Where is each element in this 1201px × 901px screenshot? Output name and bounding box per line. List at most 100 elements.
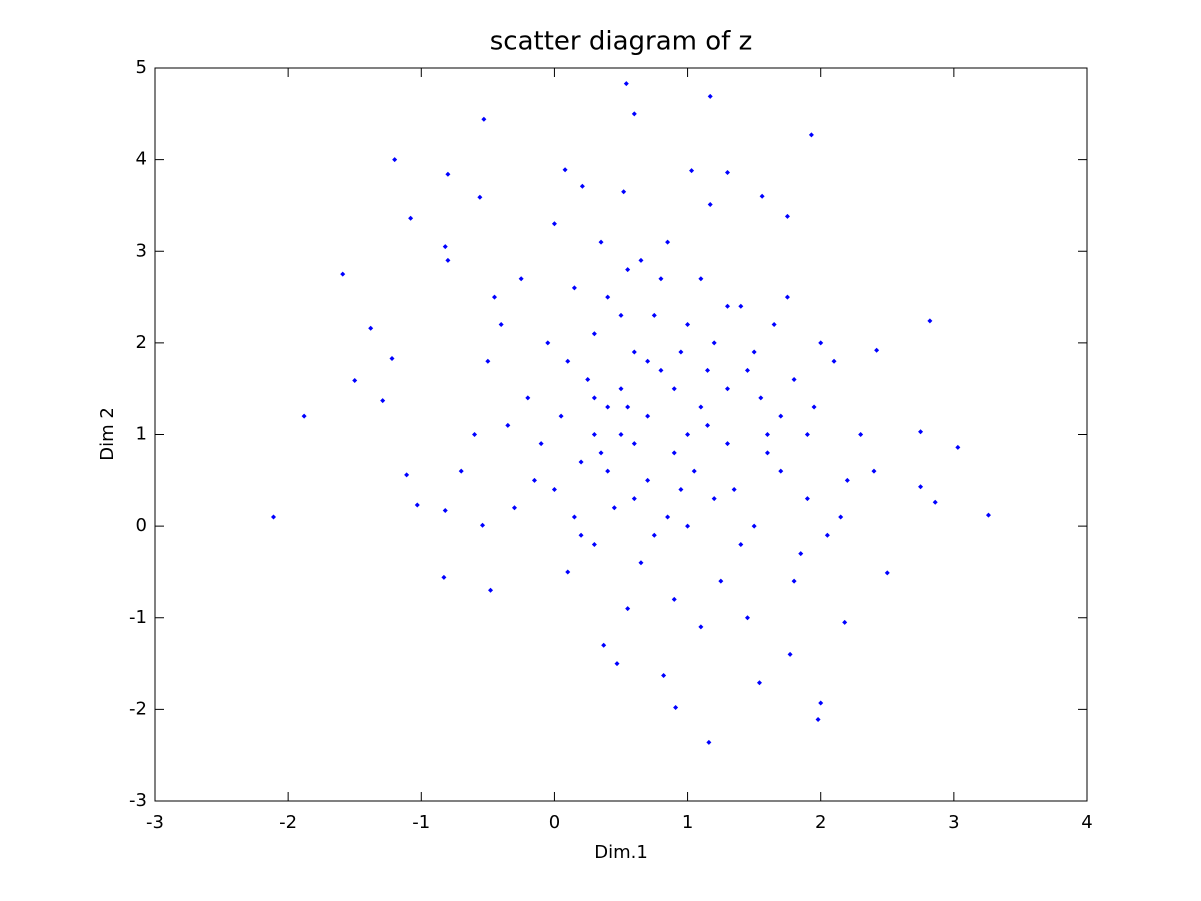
point — [678, 349, 684, 355]
y-tick-label: -3 — [129, 790, 147, 811]
point — [711, 340, 717, 346]
point — [824, 532, 830, 538]
point — [472, 432, 478, 437]
point — [711, 496, 717, 502]
point — [831, 358, 837, 364]
point — [791, 377, 797, 383]
chart-title: scatter diagram of z — [490, 27, 752, 57]
point — [301, 413, 307, 419]
point — [598, 450, 604, 456]
point — [645, 358, 651, 364]
point — [804, 496, 810, 502]
point — [818, 340, 824, 346]
point — [485, 358, 491, 364]
point — [531, 477, 537, 483]
point — [918, 484, 924, 490]
point — [598, 239, 604, 245]
x-axis-label: Dim.1 — [594, 842, 648, 863]
point — [698, 404, 704, 410]
point — [764, 450, 770, 456]
point — [698, 624, 704, 630]
point — [618, 386, 624, 392]
point — [631, 441, 637, 447]
point — [578, 532, 584, 538]
y-tick-label: 1 — [136, 424, 147, 445]
point — [511, 505, 517, 511]
x-tick-label: 0 — [549, 812, 560, 833]
point — [340, 271, 346, 277]
x-tick-label: -2 — [279, 812, 297, 833]
y-tick-label: 0 — [136, 515, 147, 536]
point — [488, 587, 494, 593]
point — [808, 132, 814, 138]
point — [738, 541, 744, 547]
point — [705, 367, 711, 373]
point — [392, 157, 398, 163]
point — [621, 189, 627, 195]
point — [874, 347, 880, 353]
point — [884, 570, 890, 576]
point — [611, 505, 617, 511]
point — [725, 441, 731, 447]
point — [631, 349, 637, 355]
point — [811, 404, 817, 410]
point — [601, 642, 607, 648]
point — [618, 312, 624, 318]
point — [631, 496, 637, 502]
point — [442, 508, 448, 514]
point — [725, 303, 731, 309]
point — [578, 459, 584, 465]
point — [804, 432, 810, 437]
point — [705, 422, 711, 428]
point — [645, 477, 651, 483]
point — [764, 432, 770, 437]
point — [744, 615, 750, 621]
point — [651, 312, 657, 318]
point — [731, 486, 737, 492]
point — [756, 680, 762, 686]
point — [404, 472, 410, 478]
point — [538, 441, 544, 447]
point — [545, 340, 551, 346]
point — [784, 213, 790, 219]
x-tick-label: 2 — [815, 812, 826, 833]
x-tick-label: -1 — [412, 812, 430, 833]
point — [558, 413, 564, 419]
y-tick-label: 4 — [136, 149, 147, 170]
point — [784, 294, 790, 300]
point — [380, 398, 386, 404]
point — [605, 468, 611, 474]
point — [565, 358, 571, 364]
point — [645, 413, 651, 419]
point — [691, 468, 697, 474]
point — [441, 574, 447, 580]
x-tick-label: -3 — [146, 812, 164, 833]
point — [551, 486, 557, 492]
point — [955, 444, 961, 450]
point — [579, 183, 585, 189]
point — [706, 739, 712, 745]
point — [791, 578, 797, 584]
point — [518, 276, 524, 282]
point — [985, 512, 991, 518]
point — [651, 532, 657, 538]
point — [551, 221, 557, 227]
point — [689, 168, 695, 174]
point — [638, 560, 644, 566]
point — [631, 111, 637, 117]
point — [838, 514, 844, 520]
point — [562, 167, 568, 173]
point — [565, 569, 571, 575]
point — [671, 596, 677, 602]
point — [751, 349, 757, 355]
point — [571, 285, 577, 291]
point — [744, 367, 750, 373]
point — [707, 93, 713, 99]
point — [605, 294, 611, 300]
point — [927, 318, 933, 324]
point — [858, 432, 864, 437]
point — [477, 194, 483, 200]
point — [585, 377, 591, 383]
point — [661, 672, 667, 678]
